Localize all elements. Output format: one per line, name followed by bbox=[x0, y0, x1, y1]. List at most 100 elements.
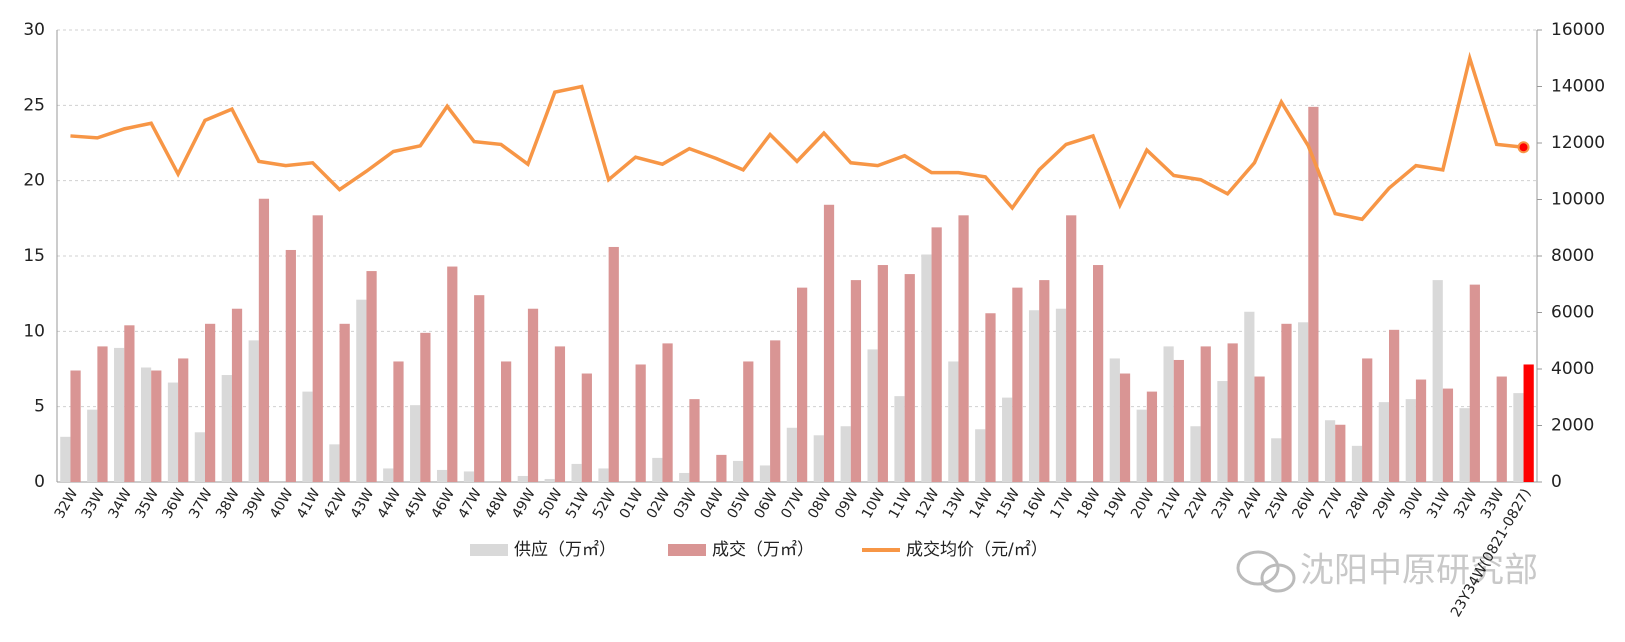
bar bbox=[948, 361, 959, 482]
bar bbox=[840, 426, 851, 482]
bar bbox=[1281, 323, 1292, 482]
x-tick-label: 14W bbox=[967, 486, 997, 522]
bar bbox=[302, 391, 313, 482]
bar bbox=[743, 361, 754, 482]
x-tick-label: 18W bbox=[1074, 486, 1104, 522]
price-line bbox=[70, 51, 1524, 222]
x-tick-label: 17W bbox=[1047, 486, 1077, 522]
y2-tick-label: 8000 bbox=[1551, 246, 1594, 266]
bar bbox=[1362, 358, 1373, 482]
x-tick-label: 30W bbox=[1397, 486, 1427, 522]
bar bbox=[786, 427, 797, 482]
bar bbox=[1271, 438, 1282, 482]
x-tick-label: 28W bbox=[1343, 486, 1373, 522]
bar bbox=[329, 444, 340, 482]
bar bbox=[527, 308, 539, 482]
bar bbox=[312, 215, 323, 482]
bar bbox=[474, 295, 485, 482]
bar bbox=[285, 249, 296, 482]
x-tick-label: 24W bbox=[1236, 486, 1266, 522]
bar bbox=[894, 396, 905, 482]
bar bbox=[194, 432, 205, 482]
x-tick-label: 49W bbox=[509, 486, 539, 522]
x-tick-label: 38W bbox=[213, 486, 243, 522]
bar bbox=[393, 361, 404, 482]
x-tick-label: 34W bbox=[106, 486, 136, 522]
x-tick-label: 13W bbox=[940, 486, 970, 522]
x-tick-label: 02W bbox=[644, 486, 674, 522]
bar bbox=[436, 469, 448, 482]
bar bbox=[1217, 381, 1228, 482]
bar bbox=[205, 323, 216, 482]
bar bbox=[167, 382, 179, 482]
bar bbox=[1254, 376, 1265, 482]
x-tick-label: 29W bbox=[1370, 486, 1400, 522]
y2-tick-label: 4000 bbox=[1551, 359, 1594, 379]
bar bbox=[1093, 265, 1104, 482]
x-tick-label: 32W bbox=[52, 486, 82, 522]
bar bbox=[1513, 393, 1524, 482]
bar bbox=[689, 399, 700, 482]
bar bbox=[231, 308, 243, 482]
x-tick-label: 23W bbox=[1209, 486, 1239, 522]
x-tick-label: 05W bbox=[724, 486, 754, 522]
y2-tick-label: 14000 bbox=[1551, 77, 1605, 97]
bar bbox=[1298, 322, 1309, 482]
x-tick-label: 08W bbox=[805, 486, 835, 522]
bar bbox=[1405, 399, 1416, 482]
bar bbox=[248, 340, 259, 482]
x-tick-label: 04W bbox=[698, 486, 728, 522]
x-tick-label: 51W bbox=[563, 486, 593, 522]
bar bbox=[1459, 408, 1470, 482]
bar bbox=[975, 429, 986, 482]
bar bbox=[151, 370, 162, 482]
bar bbox=[635, 364, 646, 482]
y-tick-label: 5 bbox=[34, 397, 45, 417]
x-tick-label: 11W bbox=[886, 486, 916, 522]
x-tick-label: 33W bbox=[79, 486, 109, 522]
bar bbox=[1109, 358, 1120, 482]
bar bbox=[70, 370, 81, 482]
bar bbox=[124, 325, 135, 482]
bar bbox=[501, 361, 512, 482]
bar bbox=[813, 435, 824, 482]
y2-tick-label: 0 bbox=[1551, 472, 1562, 492]
bar bbox=[366, 271, 377, 482]
y-tick-label: 0 bbox=[34, 472, 45, 492]
bar bbox=[598, 468, 609, 482]
x-tick-label: 26W bbox=[1290, 486, 1320, 522]
bar bbox=[770, 340, 781, 482]
bar bbox=[517, 475, 528, 482]
x-tick-label: 32W bbox=[1451, 486, 1481, 522]
y-tick-label: 15 bbox=[23, 246, 45, 266]
bar bbox=[732, 460, 744, 482]
y-tick-label: 10 bbox=[23, 321, 45, 341]
x-tick-label: 19W bbox=[1101, 486, 1131, 522]
x-tick-label: 16W bbox=[1020, 486, 1050, 522]
bar bbox=[652, 457, 663, 482]
bar bbox=[1028, 310, 1040, 482]
bar bbox=[383, 468, 394, 482]
bar bbox=[581, 373, 592, 482]
x-tick-label: 47W bbox=[455, 486, 485, 522]
bar bbox=[339, 323, 350, 482]
x-tick-label: 35W bbox=[132, 486, 162, 522]
bar bbox=[608, 246, 619, 482]
highlight-point bbox=[1517, 141, 1530, 154]
legend-label: 供应（万㎡） bbox=[514, 540, 616, 560]
x-tick-label: 12W bbox=[913, 486, 943, 522]
watermark: 沈阳中原研究部 bbox=[1300, 551, 1538, 591]
bar bbox=[1308, 106, 1319, 482]
bar bbox=[1227, 343, 1238, 482]
bar bbox=[1136, 409, 1147, 482]
bar bbox=[221, 375, 232, 482]
x-tick-label: 21W bbox=[1155, 486, 1185, 522]
legend-label: 成交（万㎡） bbox=[712, 540, 814, 560]
bar bbox=[114, 347, 125, 482]
x-tick-label: 31W bbox=[1424, 486, 1454, 522]
bar bbox=[1335, 424, 1346, 482]
bar bbox=[921, 254, 932, 482]
x-tick-label: 07W bbox=[778, 486, 808, 522]
bar bbox=[958, 215, 969, 482]
bar bbox=[877, 265, 888, 482]
